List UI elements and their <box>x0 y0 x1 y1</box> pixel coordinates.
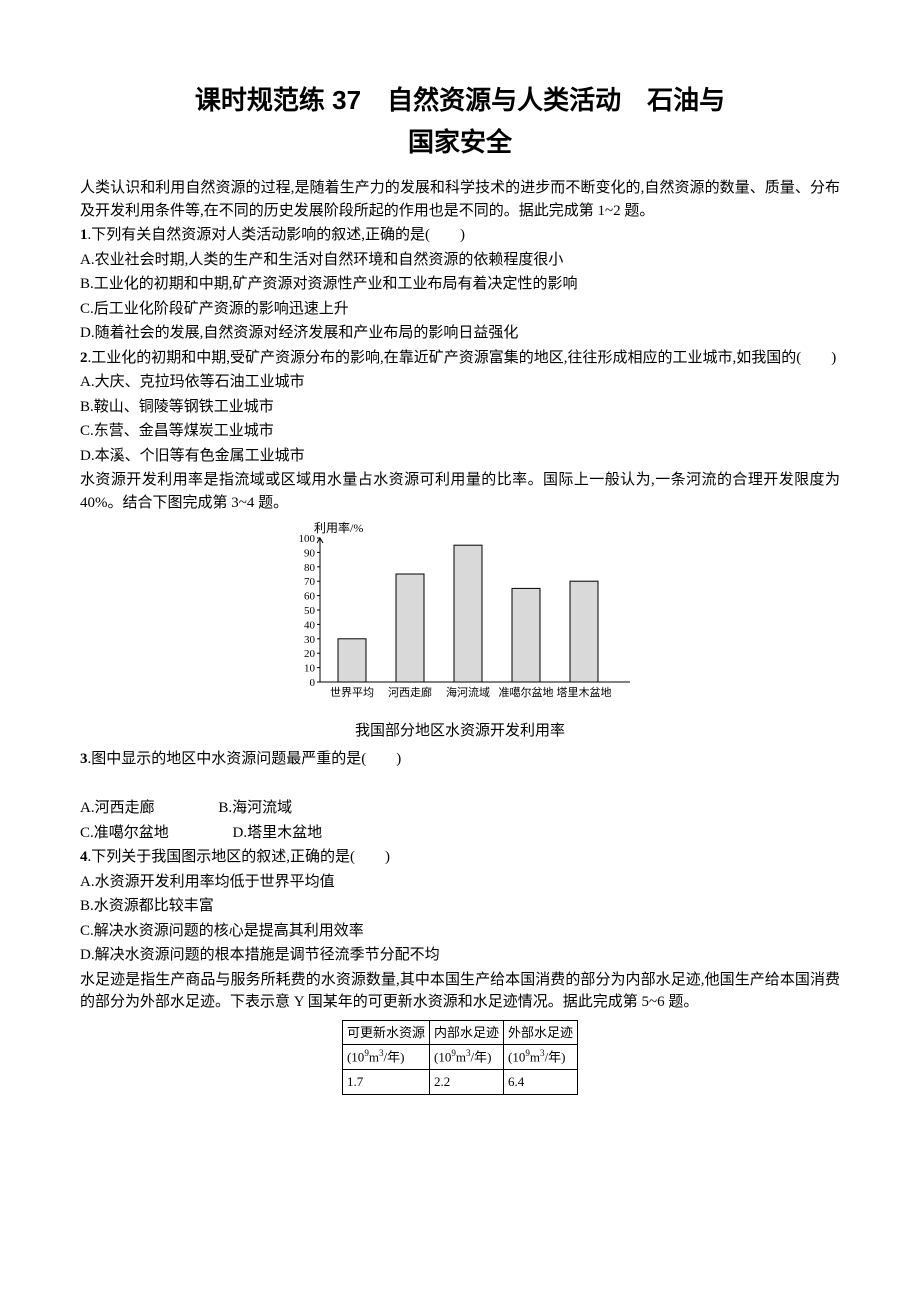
q2-option-b: B.鞍山、铜陵等钢铁工业城市 <box>80 396 840 419</box>
q2-option-d: D.本溪、个旧等有色金属工业城市 <box>80 445 840 468</box>
svg-text:30: 30 <box>304 634 316 646</box>
svg-text:10: 10 <box>304 663 316 675</box>
q3-blank-line <box>80 773 840 796</box>
table-header-1: 可更新水资源 <box>342 1020 429 1045</box>
q4-text: .下列关于我国图示地区的叙述,正确的是( ) <box>88 849 391 865</box>
water-footprint-table: 可更新水资源 内部水足迹 外部水足迹 (109m3/年) (109m3/年) (… <box>342 1020 578 1095</box>
q2-option-c: C.东营、金昌等煤炭工业城市 <box>80 420 840 443</box>
q1-option-b: B.工业化的初期和中期,矿产资源对资源性产业和工业布局有着决定性的影响 <box>80 273 840 296</box>
q3-num: 3 <box>80 751 88 767</box>
title-line-1: 课时规范练 37 自然资源与人类活动 石油与 <box>195 85 725 115</box>
q1-option-c: C.后工业化阶段矿产资源的影响迅速上升 <box>80 298 840 321</box>
bar-chart: 利用率/% 0 10 20 30 40 50 60 70 80 90 100 世界平均 河西走廊海河流域准… <box>80 520 840 718</box>
q3-options-row2: C.准噶尔盆地 D.塔里木盆地 <box>80 822 840 845</box>
table-header-2: 内部水足迹 <box>429 1020 503 1045</box>
table-header-3: 外部水足迹 <box>504 1020 578 1045</box>
q3-options-row1: A.河西走廊 B.海河流域 <box>80 797 840 820</box>
q1-option-d: D.随着社会的发展,自然资源对经济发展和产业布局的影响日益强化 <box>80 322 840 345</box>
q3-option-b: B.海河流域 <box>218 797 292 820</box>
title-line-2: 国家安全 <box>408 127 512 157</box>
q4-option-d: D.解决水资源问题的根本措施是调节径流季节分配不均 <box>80 944 840 967</box>
q1-num: 1 <box>80 227 88 243</box>
q3-text: .图中显示的地区中水资源问题最严重的是( ) <box>88 751 402 767</box>
bar-chart-svg: 利用率/% 0 10 20 30 40 50 60 70 80 90 100 世界平均 河西走廊海河流域准… <box>280 520 640 710</box>
svg-text:河西走廊: 河西走廊 <box>388 685 432 699</box>
svg-text:70: 70 <box>304 576 316 588</box>
svg-text:利用率/%: 利用率/% <box>314 520 363 535</box>
page-title: 课时规范练 37 自然资源与人类活动 石油与 国家安全 <box>80 80 840 163</box>
intro-2: 水资源开发利用率是指流域或区域用水量占水资源可利用量的比率。国际上一般认为,一条… <box>80 469 840 514</box>
q4-option-b: B.水资源都比较丰富 <box>80 895 840 918</box>
q1-text: .下列有关自然资源对人类活动影响的叙述,正确的是( ) <box>88 227 466 243</box>
table-value-1: 1.7 <box>342 1070 429 1095</box>
svg-text:世界平均: 世界平均 <box>330 686 374 699</box>
table-value-3: 6.4 <box>504 1070 578 1095</box>
table-row: 1.7 2.2 6.4 <box>342 1070 577 1095</box>
q1-stem: 1.下列有关自然资源对人类活动影响的叙述,正确的是( ) <box>80 224 840 247</box>
q3-option-c: C.准噶尔盆地 <box>80 822 169 845</box>
svg-text:80: 80 <box>304 562 316 574</box>
chart-caption: 我国部分地区水资源开发利用率 <box>80 720 840 743</box>
svg-text:0: 0 <box>310 677 316 689</box>
svg-text:20: 20 <box>304 648 316 660</box>
table-unit-1: (109m3/年) <box>342 1045 429 1070</box>
svg-text:90: 90 <box>304 548 316 560</box>
q3-option-a: A.河西走廊 <box>80 797 155 820</box>
q4-stem: 4.下列关于我国图示地区的叙述,正确的是( ) <box>80 846 840 869</box>
q3-stem: 3.图中显示的地区中水资源问题最严重的是( ) <box>80 748 840 771</box>
intro-3: 水足迹是指生产商品与服务所耗费的水资源数量,其中本国生产给本国消费的部分为内部水… <box>80 969 840 1014</box>
svg-text:准噶尔盆地: 准噶尔盆地 <box>499 685 554 699</box>
intro-1: 人类认识和利用自然资源的过程,是随着生产力的发展和科学技术的进步而不断变化的,自… <box>80 177 840 222</box>
svg-text:40: 40 <box>304 620 316 632</box>
q2-stem: 2.工业化的初期和中期,受矿产资源分布的影响,在靠近矿产资源富集的地区,往往形成… <box>80 347 840 370</box>
q2-option-a: A.大庆、克拉玛依等石油工业城市 <box>80 371 840 394</box>
q2-text: .工业化的初期和中期,受矿产资源分布的影响,在靠近矿产资源富集的地区,往往形成相… <box>88 350 837 366</box>
svg-text:100: 100 <box>299 533 316 545</box>
table-row: (109m3/年) (109m3/年) (109m3/年) <box>342 1045 577 1070</box>
table-unit-3: (109m3/年) <box>504 1045 578 1070</box>
q1-option-a: A.农业社会时期,人类的生产和生活对自然环境和自然资源的依赖程度很小 <box>80 249 840 272</box>
table-value-2: 2.2 <box>429 1070 503 1095</box>
svg-text:60: 60 <box>304 591 316 603</box>
svg-text:塔里木盆地: 塔里木盆地 <box>557 685 612 699</box>
q4-num: 4 <box>80 849 88 865</box>
svg-text:海河流域: 海河流域 <box>446 685 490 699</box>
q4-option-a: A.水资源开发利用率均低于世界平均值 <box>80 871 840 894</box>
q4-option-c: C.解决水资源问题的核心是提高其利用效率 <box>80 920 840 943</box>
table-row: 可更新水资源 内部水足迹 外部水足迹 <box>342 1020 577 1045</box>
q3-option-d: D.塔里木盆地 <box>233 822 323 845</box>
q2-num: 2 <box>80 350 88 366</box>
table-unit-2: (109m3/年) <box>429 1045 503 1070</box>
svg-text:50: 50 <box>304 605 316 617</box>
